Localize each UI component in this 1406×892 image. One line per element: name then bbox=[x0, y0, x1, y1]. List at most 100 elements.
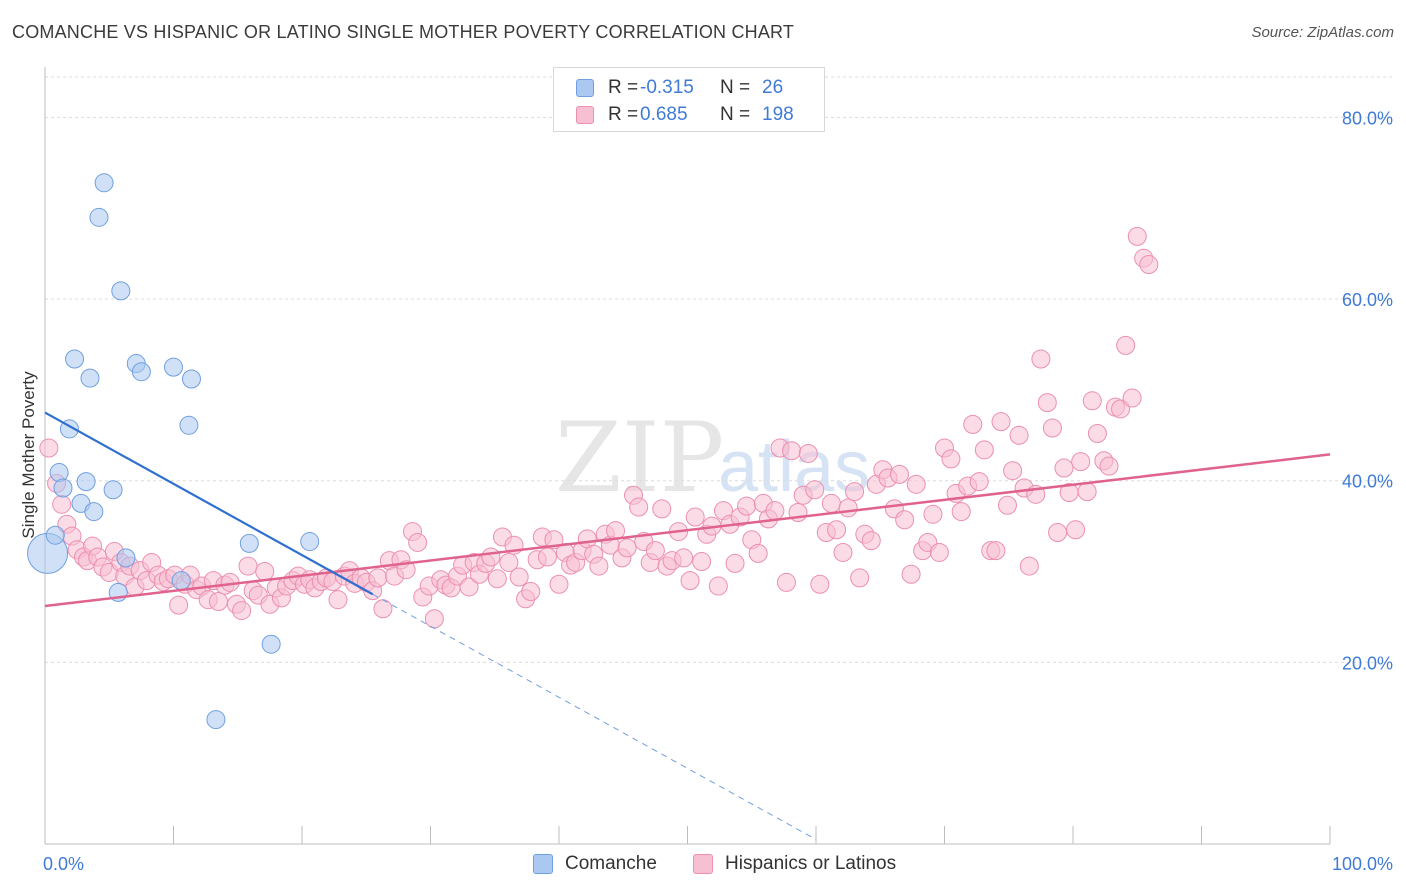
data-point bbox=[368, 568, 388, 588]
x-tick-label: 0.0% bbox=[43, 854, 84, 874]
comanche-swatch bbox=[533, 854, 553, 874]
data-point bbox=[238, 556, 258, 576]
data-point bbox=[895, 510, 915, 530]
data-point bbox=[1066, 520, 1086, 540]
data-point bbox=[692, 552, 712, 572]
data-point bbox=[1071, 452, 1091, 472]
data-point bbox=[890, 464, 910, 484]
data-point bbox=[487, 569, 507, 589]
data-point bbox=[1019, 556, 1039, 576]
data-point bbox=[208, 592, 228, 612]
data-point bbox=[1087, 423, 1107, 443]
data-point bbox=[685, 507, 705, 527]
data-point bbox=[838, 498, 858, 518]
correlation-legend: R = -0.315 N = 26 R = 0.685 N = 198 bbox=[553, 67, 825, 132]
hispanics-swatch bbox=[693, 854, 713, 874]
chart-title: COMANCHE VS HISPANIC OR LATINO SINGLE MO… bbox=[12, 22, 795, 42]
data-point bbox=[645, 541, 665, 561]
data-point bbox=[1122, 388, 1142, 408]
data-point bbox=[499, 552, 519, 572]
y-tick-label: 20.0% bbox=[1342, 653, 1393, 673]
data-point bbox=[1048, 522, 1068, 542]
y-tick-label: 80.0% bbox=[1342, 108, 1393, 128]
n-label: N = bbox=[720, 77, 751, 98]
data-point bbox=[424, 609, 444, 629]
source-label: Source: ZipAtlas.com bbox=[1251, 24, 1394, 41]
data-point bbox=[521, 582, 541, 602]
n-label: N = bbox=[720, 104, 751, 125]
data-point bbox=[131, 362, 151, 382]
data-point bbox=[1054, 458, 1074, 478]
data-point bbox=[65, 349, 85, 369]
legend-row-hispanics: R = 0.685 N = 198 bbox=[576, 103, 794, 127]
data-point bbox=[537, 547, 557, 567]
data-point bbox=[617, 538, 637, 558]
data-point bbox=[827, 520, 847, 540]
data-point bbox=[776, 572, 796, 592]
r-value: 0.685 bbox=[640, 104, 688, 125]
data-point bbox=[969, 472, 989, 492]
data-point bbox=[52, 494, 72, 514]
trend-line-comanche bbox=[44, 411, 374, 596]
data-point bbox=[798, 443, 818, 463]
data-point bbox=[255, 562, 275, 582]
data-point bbox=[674, 548, 694, 568]
data-point bbox=[80, 368, 100, 388]
n-value: 198 bbox=[762, 104, 794, 125]
data-point bbox=[963, 414, 983, 434]
data-point bbox=[94, 173, 114, 193]
data-point bbox=[1116, 335, 1136, 355]
data-point bbox=[373, 599, 393, 619]
legend-label: Comanche bbox=[565, 853, 657, 874]
data-point bbox=[782, 441, 802, 461]
data-point bbox=[116, 548, 136, 568]
data-point bbox=[103, 480, 123, 500]
data-point bbox=[991, 412, 1011, 432]
legend-item-hispanics[interactable]: Hispanics or Latinos bbox=[693, 852, 896, 876]
r-label: R = bbox=[608, 77, 639, 98]
data-point bbox=[1009, 425, 1029, 445]
legend-item-comanche[interactable]: Comanche bbox=[533, 852, 657, 876]
hispanics-swatch bbox=[576, 106, 594, 124]
data-point bbox=[810, 574, 830, 594]
data-point bbox=[805, 480, 825, 500]
data-point bbox=[549, 574, 569, 594]
data-point bbox=[232, 601, 252, 621]
data-point bbox=[53, 478, 73, 498]
data-point bbox=[1111, 399, 1131, 419]
data-point bbox=[206, 710, 226, 730]
data-point bbox=[833, 542, 853, 562]
data-point bbox=[84, 502, 104, 522]
trend-line-comanche-extrapolated bbox=[372, 593, 817, 840]
data-point bbox=[708, 576, 728, 596]
legend-label: Hispanics or Latinos bbox=[725, 853, 897, 874]
data-point bbox=[179, 415, 199, 435]
data-point bbox=[725, 553, 745, 573]
trend-line-hispanics bbox=[44, 453, 1331, 608]
y-tick-label: 60.0% bbox=[1342, 290, 1393, 310]
data-point bbox=[481, 547, 501, 567]
data-point bbox=[652, 499, 672, 519]
x-tick-label: 100.0% bbox=[1332, 854, 1393, 874]
data-point bbox=[986, 541, 1006, 561]
data-point bbox=[1139, 255, 1159, 275]
data-point bbox=[748, 543, 768, 563]
data-point bbox=[261, 634, 281, 654]
data-point bbox=[408, 532, 428, 552]
y-tick-label: 40.0% bbox=[1342, 472, 1393, 492]
data-point bbox=[589, 556, 609, 576]
data-point bbox=[629, 497, 649, 517]
data-point bbox=[845, 482, 865, 502]
data-point bbox=[239, 533, 259, 553]
legend-row-comanche: R = -0.315 N = 26 bbox=[576, 76, 783, 100]
data-point bbox=[997, 495, 1017, 515]
r-value: -0.315 bbox=[640, 77, 694, 98]
n-value: 26 bbox=[762, 77, 784, 98]
series-comanche bbox=[27, 173, 320, 730]
data-point bbox=[111, 281, 131, 301]
data-point bbox=[861, 531, 881, 551]
data-point bbox=[328, 590, 348, 610]
data-point bbox=[89, 207, 109, 227]
data-point bbox=[181, 369, 201, 389]
